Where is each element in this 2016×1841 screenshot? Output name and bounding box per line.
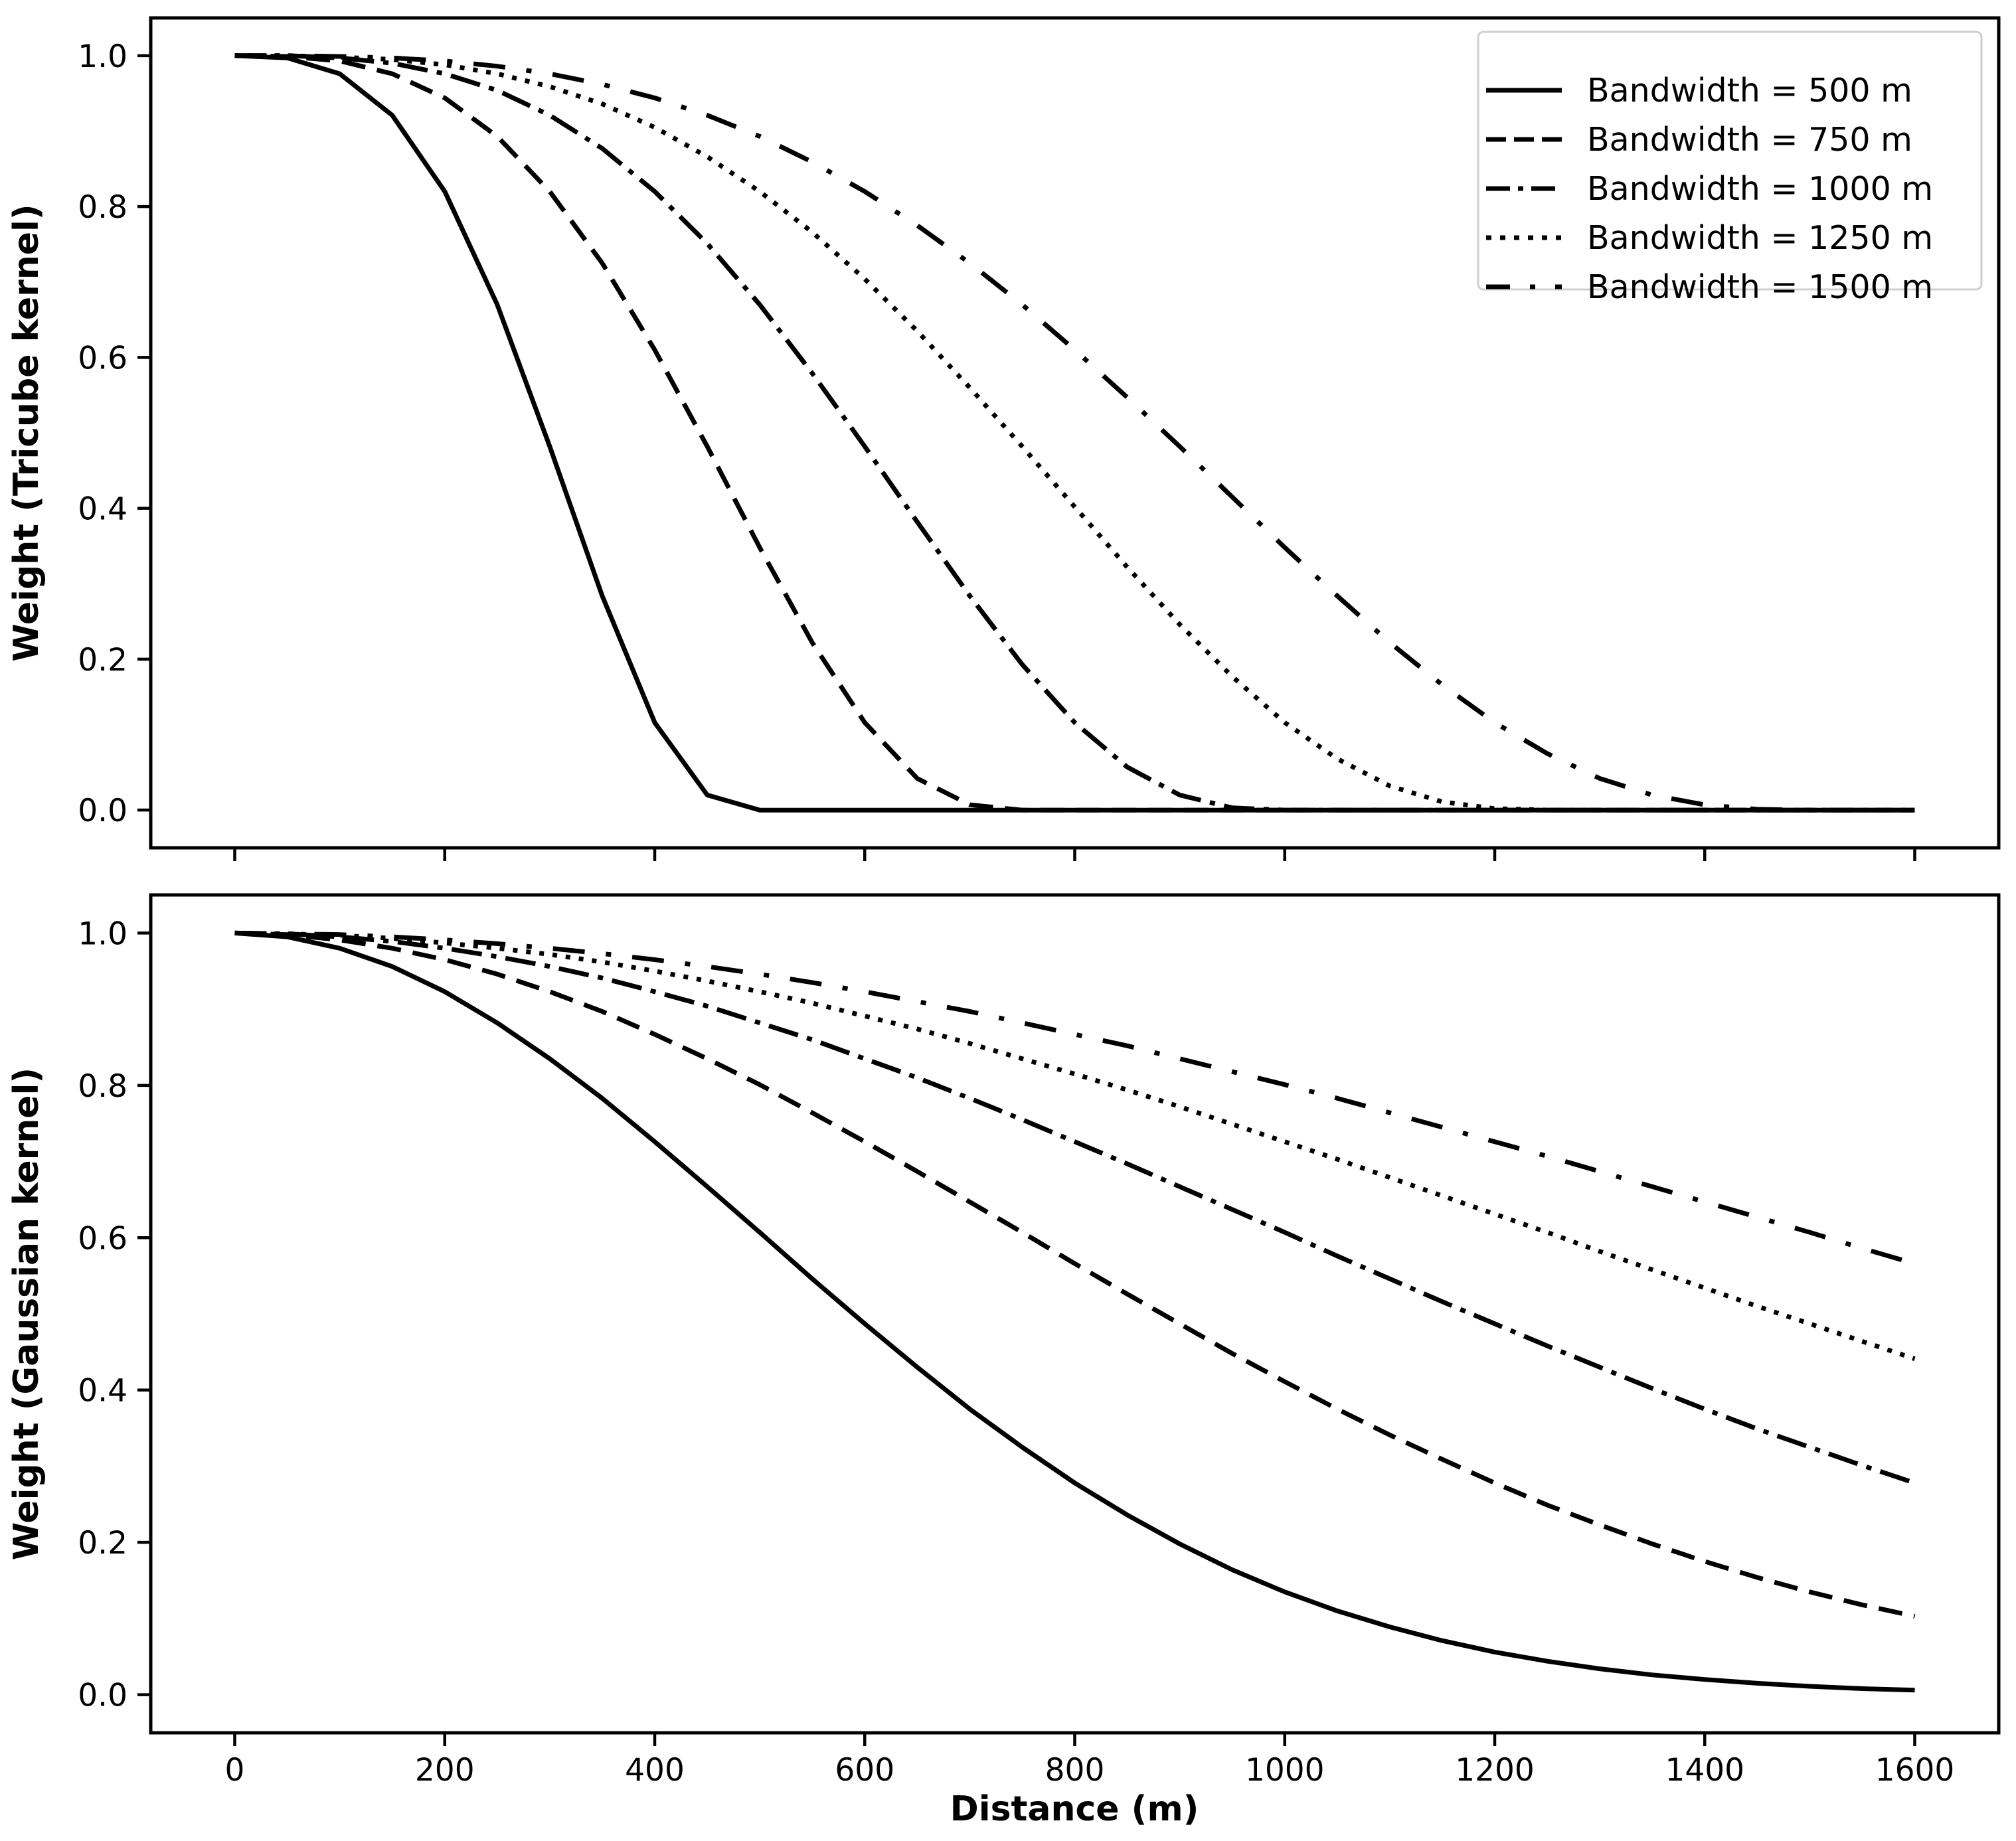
x-tick-label: 1600 bbox=[1875, 1752, 1955, 1789]
y-axis-label-gaussian: Weight (Gaussian kernel) bbox=[7, 1068, 46, 1560]
x-tick-label: 600 bbox=[835, 1752, 894, 1789]
y-tick-label: 0.2 bbox=[78, 1525, 127, 1561]
legend-entry-1250: Bandwidth = 1250 m bbox=[1486, 219, 1933, 257]
legend-entry-1000: Bandwidth = 1000 m bbox=[1486, 170, 1933, 208]
y-tick-label: 0.8 bbox=[78, 1068, 127, 1105]
curve-gaussian-1500 bbox=[234, 930, 1916, 1266]
y-tick-label: 0.2 bbox=[78, 642, 127, 679]
legend-entry-1500: Bandwidth = 1500 m bbox=[1486, 268, 1933, 306]
legend-entry-500: Bandwidth = 500 m bbox=[1486, 72, 1912, 110]
legend-label: Bandwidth = 750 m bbox=[1587, 121, 1912, 159]
y-tick-label: 1.0 bbox=[78, 916, 127, 952]
legend-label: Bandwidth = 1000 m bbox=[1587, 170, 1933, 208]
curve-tricube-1250 bbox=[234, 53, 1915, 813]
curve-gaussian-750 bbox=[234, 930, 1916, 1619]
x-tick-label: 200 bbox=[415, 1752, 475, 1789]
gaussian-plot-frame bbox=[149, 893, 2001, 1735]
y-tick-label: 0.0 bbox=[78, 1678, 127, 1714]
gaussian-plot: 0 200 400 600 800 1000 1200 1400 1600 0.0 0.2 0.4 0.… bbox=[7, 893, 2001, 1829]
legend-label: Bandwidth = 500 m bbox=[1587, 72, 1912, 110]
legend-entry-750: Bandwidth = 750 m bbox=[1486, 121, 1912, 159]
y-tick-label: 0.6 bbox=[78, 1220, 127, 1257]
x-tick-label: 1200 bbox=[1455, 1752, 1535, 1789]
y-tick-label: 0.4 bbox=[78, 1373, 127, 1409]
x-tick-label: 1000 bbox=[1245, 1752, 1325, 1789]
gaussian-curves bbox=[234, 930, 1916, 1693]
tricube-curves bbox=[234, 53, 1915, 813]
y-tick-label: 0.8 bbox=[78, 189, 127, 226]
legend-label: Bandwidth = 1250 m bbox=[1587, 219, 1933, 257]
curve-gaussian-500 bbox=[234, 930, 1915, 1693]
y-tick-label: 0.4 bbox=[78, 491, 127, 528]
y-tick-label: 0.6 bbox=[78, 340, 127, 376]
x-axis-label-distance: Distance (m) bbox=[950, 1789, 1199, 1829]
x-tick-label: 1400 bbox=[1665, 1752, 1744, 1789]
x-tick-label: 800 bbox=[1045, 1752, 1105, 1789]
legend-label: Bandwidth = 1500 m bbox=[1587, 268, 1933, 306]
x-tick-label: 400 bbox=[625, 1752, 685, 1789]
legend-frame bbox=[1477, 31, 1983, 291]
tricube-plot: 0.0 0.2 0.4 0.6 0.8 1.0 Weight (Tricube kerne… bbox=[7, 16, 2001, 861]
legend: Bandwidth = 500 m Bandwidth = 750 m Bandwi… bbox=[1477, 31, 1983, 306]
curve-gaussian-1000 bbox=[234, 930, 1916, 1486]
y-tick-label: 0.0 bbox=[78, 793, 127, 829]
curve-tricube-1000 bbox=[234, 53, 1915, 813]
curve-gaussian-1250 bbox=[234, 930, 1916, 1362]
y-axis-label-tricube: Weight (Tricube kernel) bbox=[7, 204, 46, 661]
tricube-axes: 0.0 0.2 0.4 0.6 0.8 1.0 bbox=[78, 16, 2001, 861]
x-tick-label: 0 bbox=[225, 1752, 245, 1789]
gaussian-axes: 0 200 400 600 800 1000 1200 1400 1600 0.0 0.2 0.4 0.… bbox=[78, 893, 2001, 1789]
y-tick-label: 1.0 bbox=[78, 39, 127, 75]
